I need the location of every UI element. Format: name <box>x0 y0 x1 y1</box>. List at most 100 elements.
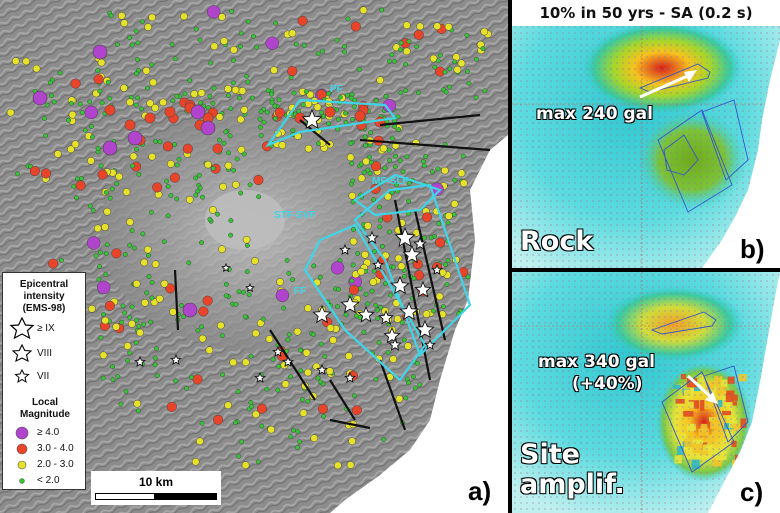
seismogenic-zone-outline <box>353 173 443 217</box>
epicenter-dot <box>373 376 379 382</box>
epicenter-dot <box>291 90 297 96</box>
epicenter-dot <box>78 175 84 181</box>
epicenter-dot <box>223 281 229 287</box>
epicenter-dot <box>330 261 345 275</box>
epicenter-dot <box>236 289 242 295</box>
epicenter-dot <box>457 169 466 178</box>
epicenter-dot <box>244 269 250 275</box>
epicenter-dot <box>92 44 108 60</box>
epicenter-dot <box>317 403 328 414</box>
epicenter-dot <box>244 243 250 248</box>
epicenter-dot <box>452 177 458 183</box>
epicenter-dot <box>428 235 434 241</box>
epicenter-dot <box>366 154 372 160</box>
epicenter-dot <box>342 110 348 116</box>
epicenter-dot <box>212 143 223 154</box>
epicenter-dot <box>411 275 417 281</box>
epicenter-dot <box>226 93 232 98</box>
intensity-star <box>399 301 419 321</box>
fault-label-ff: FF <box>294 286 307 297</box>
epicenter-dot <box>207 93 213 99</box>
epicenter-dot <box>115 373 121 379</box>
epicenter-dot <box>219 333 225 339</box>
epicenter-dot <box>261 119 267 125</box>
epicenter-dot <box>170 98 176 104</box>
epicenter-dot <box>349 160 355 166</box>
intensity-star <box>340 294 360 314</box>
epicenter-dot <box>231 180 240 189</box>
epicenter-dot <box>112 322 121 331</box>
epicenter-dot <box>149 295 155 301</box>
epicenter-dot <box>59 257 64 263</box>
epicenter-dot <box>269 100 275 106</box>
epicenter-dot <box>215 113 224 121</box>
epicenter-dot <box>349 237 358 246</box>
epicenter-dot <box>216 321 225 330</box>
epicenter-dot <box>11 57 20 65</box>
intensity-legend-title-3: (EMS-98) <box>22 303 66 314</box>
epicenter-dot <box>15 171 20 177</box>
epicenter-dot <box>221 140 227 146</box>
hazard-map-rock-panel: 10% in 50 yrs - SA (0.2 s) max 240 gal R… <box>512 0 780 268</box>
epicenter-dot <box>373 98 379 104</box>
epicenter-dot <box>298 347 303 353</box>
epicenter-dot <box>350 21 361 32</box>
star-medium-icon <box>11 343 33 363</box>
epicenter-dot <box>412 259 423 270</box>
epicenter-dot <box>133 399 142 408</box>
epicenter-dot <box>164 178 170 184</box>
epicenter-dot <box>303 89 309 95</box>
epicenter-dot <box>397 262 406 271</box>
epicenter-dot <box>278 141 287 150</box>
epicenter-dot <box>311 263 317 269</box>
star-small-icon <box>14 368 30 384</box>
epicenter-dot <box>57 70 63 76</box>
epicenter-dot <box>482 88 488 94</box>
epicenter-dot <box>215 211 220 217</box>
epicenter-dot <box>392 58 398 64</box>
epicenter-dot <box>143 245 152 254</box>
epicenter-dot <box>93 74 104 85</box>
epicenter-dot <box>236 115 245 124</box>
epicenter-dot <box>363 143 368 148</box>
epicenter-dot <box>136 328 144 337</box>
epicenter-dot <box>406 198 412 204</box>
epicenter-dot <box>240 106 249 114</box>
magnitude-legend-title-2: Magnitude <box>20 409 70 420</box>
magnitude-legend-title-1: Local <box>31 397 59 408</box>
epicenter-dot <box>406 380 412 386</box>
epicenter-dot <box>388 292 394 298</box>
epicenter-dot <box>127 130 143 146</box>
hazard-map-site-canvas <box>512 272 780 513</box>
epicenter-dot <box>173 378 179 384</box>
epicenter-dot <box>104 300 115 311</box>
epicenter-dot <box>228 218 234 223</box>
epicenter-dot <box>264 386 270 392</box>
panel-letter-b: b) <box>736 234 769 264</box>
epicenter-dot <box>127 35 133 41</box>
epicenter-dot <box>197 89 206 97</box>
epicenter-dot <box>322 353 328 359</box>
epicenter-dot <box>123 342 132 350</box>
epicenter-dot <box>75 180 86 191</box>
epicenter-dot <box>351 104 357 110</box>
intensity-star <box>378 309 394 325</box>
epicenter-dot <box>122 251 128 257</box>
epicenter-dot <box>144 85 150 91</box>
epicenter-dot <box>265 335 274 343</box>
epicenter-dot <box>205 346 214 355</box>
epicenter-dot <box>98 335 104 341</box>
epicenter-dot <box>98 250 103 256</box>
epicenter-dot <box>256 403 268 414</box>
epicenter-dot <box>67 145 75 154</box>
epicenter-dot <box>287 66 298 77</box>
epicenter-dot <box>251 33 256 39</box>
epicenter-dot <box>140 231 146 237</box>
epicenter-dot <box>73 195 79 201</box>
intensity-star <box>254 371 266 383</box>
epicenter-dot <box>436 221 442 227</box>
epicenter-dot <box>376 76 385 85</box>
epicenter-dot <box>363 291 369 297</box>
intensity-star <box>413 236 427 250</box>
epicenter-dot <box>100 311 106 317</box>
